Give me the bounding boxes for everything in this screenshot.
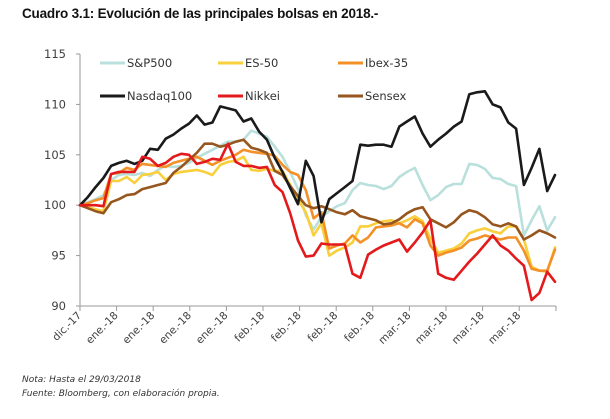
x-tick-label: feb.-18 (232, 310, 267, 345)
legend-item-nikkei: Nikkei (218, 89, 280, 103)
x-tick-label: mar.-18 (486, 310, 523, 347)
x-tick-label: feb.-18 (269, 310, 304, 345)
legend-item-sensex: Sensex (338, 89, 407, 103)
y-tick-label: 110 (44, 97, 66, 111)
source-text: Fuente: Bloomberg, con elaboración propi… (22, 389, 220, 399)
series-lines (78, 90, 557, 302)
legend-label: Sensex (365, 89, 407, 103)
series-line-nasdaq100 (78, 90, 557, 224)
series-line-nikkei (78, 142, 557, 302)
x-tick-label: ene.-18 (194, 310, 231, 347)
x-tick-label: ene.-18 (84, 310, 121, 347)
legend-label: Ibex-35 (365, 56, 408, 70)
y-tick-label: 105 (44, 148, 66, 162)
legend-item-es50: ES-50 (218, 56, 278, 70)
x-tick-label: feb.-18 (342, 310, 377, 345)
y-tick-label: 100 (44, 198, 66, 212)
legend-label: S&P500 (127, 56, 172, 70)
chart-notes: Nota: Hasta el 29/03/2018 Fuente: Bloomb… (22, 373, 220, 401)
x-tick-label: feb.-18 (305, 310, 340, 345)
x-tick-label: dic.-17 (50, 310, 84, 344)
series-line-sp500 (78, 129, 557, 237)
y-tick-label: 95 (51, 249, 66, 263)
legend-label: ES-50 (245, 56, 278, 70)
note-text: Nota: Hasta el 29/03/2018 (22, 375, 141, 385)
legend-item-sp500: S&P500 (100, 56, 172, 70)
x-tick-label: mar.-18 (450, 310, 487, 347)
legend-label: Nasdaq100 (127, 89, 192, 103)
x-tick-label: mar.-18 (376, 310, 413, 347)
legend-item-nasdaq100: Nasdaq100 (100, 89, 192, 103)
series-line-es50 (78, 155, 557, 274)
series-line-sensex (78, 138, 557, 241)
y-tick-label: 115 (44, 47, 66, 61)
legend-item-ibex35: Ibex-35 (338, 56, 408, 70)
y-tick-label: 90 (51, 299, 66, 313)
x-tick-label: ene.-18 (121, 310, 158, 347)
legend-label: Nikkei (245, 89, 280, 103)
x-tick-label: ene.-18 (157, 310, 194, 347)
chart-title: Cuadro 3.1: Evolución de las principales… (22, 6, 379, 21)
x-tick-label: mar.-18 (413, 310, 450, 347)
legend: S&P500 ES-50 Ibex-35 Nasdaq100 Nikkei Sensex (100, 56, 408, 103)
